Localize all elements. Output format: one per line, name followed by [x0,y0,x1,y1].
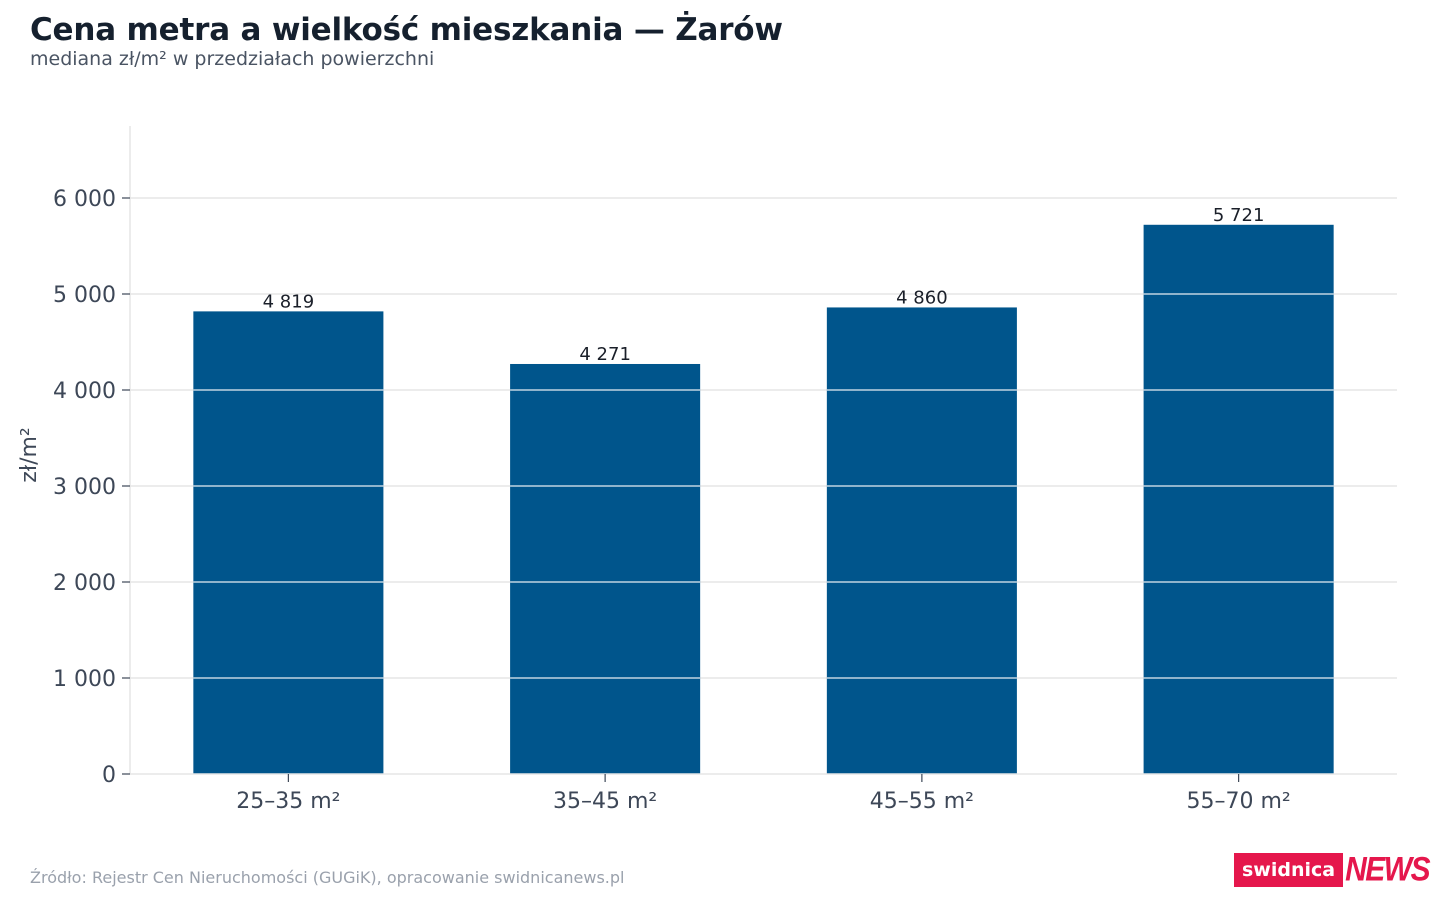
x-tick-label: 55–70 m² [1187,789,1291,814]
x-tick-label: 45–55 m² [870,789,974,814]
logo-text-left: swidnica [1234,853,1344,887]
bar [1143,224,1334,774]
y-tick-label: 0 [102,763,116,788]
bar [826,307,1017,774]
bars [193,224,1334,774]
chart-subtitle: mediana zł/m² w przedziałach powierzchni [30,48,435,70]
swidnicanews-logo: swidnica NEWS [1234,850,1431,889]
y-tick-label: 3 000 [53,475,116,500]
y-tick-label: 6 000 [53,187,116,212]
chart-title: Cena metra a wielkość mieszkania — Żarów [30,12,783,48]
logo-text-right: NEWS [1345,850,1431,889]
bar-value-label: 4 860 [896,287,948,308]
y-tick-label: 1 000 [53,667,116,692]
bar-value-label: 4 271 [579,344,631,365]
y-tick-label: 2 000 [53,571,116,596]
bar-value-label: 5 721 [1213,205,1265,226]
y-axis-title: zł/m² [17,427,42,482]
x-tick-label: 35–45 m² [553,789,657,814]
bar [193,311,384,774]
y-tick-label: 5 000 [53,283,116,308]
axes: 0 1 000 2 000 3 000 4 000 5 000 6 000 25–35 m² 3… [17,126,1397,814]
y-tick-label: 4 000 [53,379,116,404]
gridlines-overlay [193,293,1334,679]
source-note: Źródło: Rejestr Cen Nieruchomości (GUGiK… [30,868,625,887]
data-labels: 4 819 4 271 4 860 5 721 [263,205,1265,365]
x-tick-label: 25–35 m² [236,789,340,814]
bar-value-label: 4 819 [263,291,315,312]
bar [510,363,701,774]
